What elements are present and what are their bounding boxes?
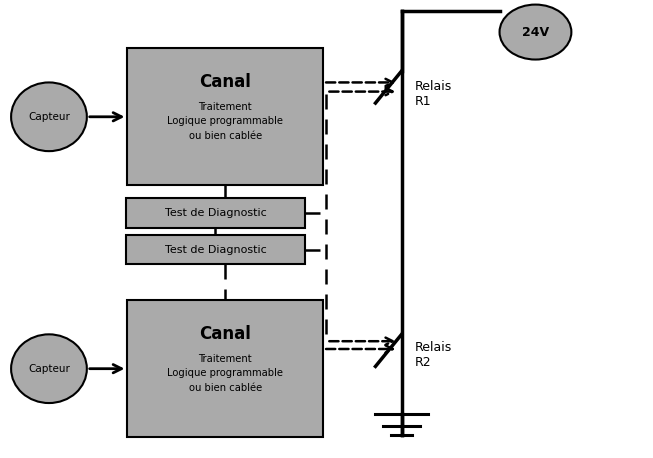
Ellipse shape	[11, 334, 87, 403]
FancyBboxPatch shape	[127, 48, 323, 185]
Text: Traitement
Logique programmable
ou bien cablée: Traitement Logique programmable ou bien …	[167, 102, 283, 141]
FancyBboxPatch shape	[125, 234, 305, 265]
Text: Canal: Canal	[199, 73, 251, 92]
Text: Canal: Canal	[199, 325, 251, 344]
Ellipse shape	[500, 5, 571, 60]
Text: 24V: 24V	[522, 26, 549, 38]
Text: Test de Diagnostic: Test de Diagnostic	[165, 208, 266, 218]
Text: Relais
R1: Relais R1	[415, 80, 452, 108]
Ellipse shape	[11, 82, 87, 151]
Text: Relais
R2: Relais R2	[415, 341, 452, 369]
Text: Capteur: Capteur	[28, 112, 70, 122]
Text: Traitement
Logique programmable
ou bien cablée: Traitement Logique programmable ou bien …	[167, 354, 283, 393]
Text: Test de Diagnostic: Test de Diagnostic	[165, 245, 266, 255]
FancyBboxPatch shape	[125, 198, 305, 228]
Text: Capteur: Capteur	[28, 364, 70, 374]
FancyBboxPatch shape	[127, 300, 323, 437]
